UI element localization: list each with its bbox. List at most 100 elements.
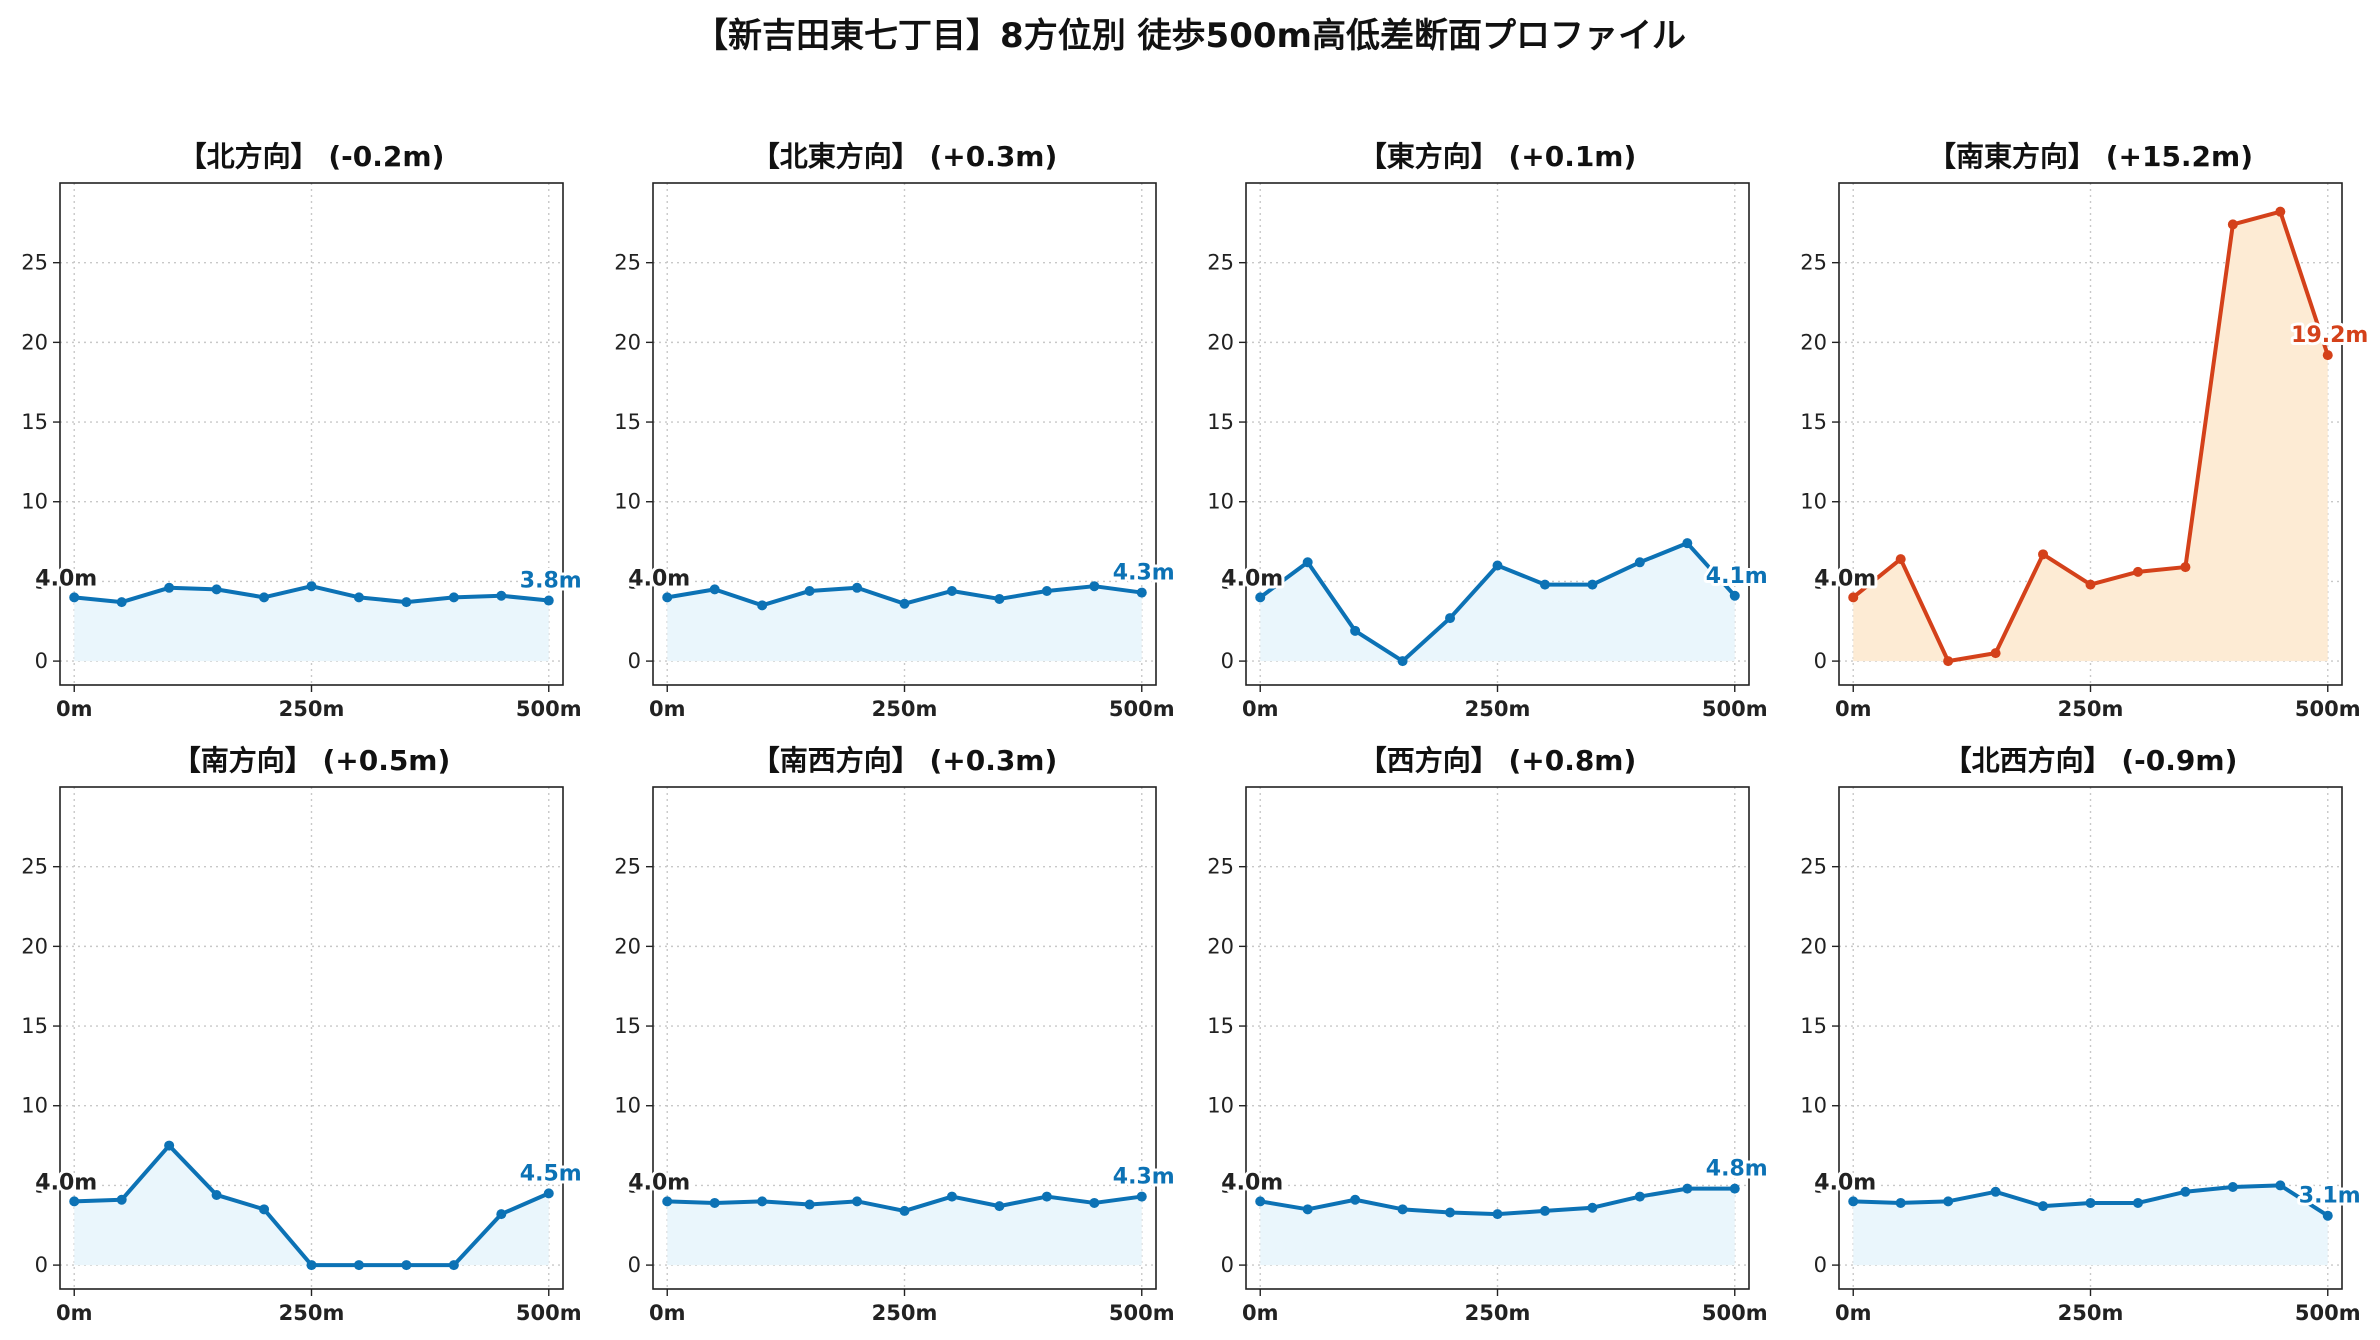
x-tick-label: 500m [1109, 697, 1175, 721]
data-point [1397, 656, 1408, 667]
data-point [496, 590, 507, 601]
data-point [1895, 1197, 1906, 1208]
data-point [353, 1260, 364, 1271]
elevation-area [74, 586, 549, 662]
data-point [1041, 585, 1052, 596]
y-tick-label: 20 [614, 934, 641, 958]
data-point [401, 597, 412, 608]
end-elevation-label: 4.8m [1706, 1157, 1768, 1182]
y-tick-label: 15 [1207, 410, 1234, 434]
x-tick-label: 0m [1242, 697, 1279, 721]
data-point [1634, 557, 1645, 568]
y-tick-label: 5 [1814, 1173, 1827, 1197]
end-elevation-label: 4.3m [1113, 561, 1175, 586]
x-tick-label: 250m [279, 697, 345, 721]
x-tick-label: 250m [1465, 697, 1531, 721]
data-point [211, 584, 222, 595]
figure-title: 【新吉田東七丁目】8方位別 徒歩500m高低差断面プロファイル [694, 16, 1686, 56]
panel-title: 【東方向】 (+0.1m) [1359, 140, 1637, 173]
y-tick-label: 0 [35, 1253, 48, 1277]
data-point [69, 592, 80, 603]
x-tick-label: 500m [516, 697, 582, 721]
data-point [946, 585, 957, 596]
data-point [448, 1260, 459, 1271]
data-point [852, 582, 863, 593]
x-tick-label: 500m [1702, 697, 1768, 721]
data-point [306, 581, 317, 592]
y-tick-label: 15 [1800, 1014, 1827, 1038]
elevation-area [74, 1145, 549, 1266]
start-elevation-label: 4.0m [35, 1170, 97, 1195]
y-tick-label: 10 [614, 1094, 641, 1118]
data-point [1041, 1191, 1052, 1202]
y-tick-label: 25 [614, 251, 641, 275]
elevation-area [1260, 543, 1735, 662]
data-point [1302, 1204, 1313, 1215]
x-tick-label: 0m [1835, 697, 1872, 721]
y-tick-label: 0 [1221, 1253, 1234, 1277]
y-tick-label: 25 [21, 855, 48, 879]
data-point [709, 584, 720, 595]
start-elevation-label: 4.0m [628, 566, 690, 591]
data-point [1990, 1186, 2001, 1197]
y-tick-label: 20 [1207, 330, 1234, 354]
data-point [1848, 592, 1859, 603]
y-tick-label: 10 [21, 490, 48, 514]
y-tick-label: 15 [614, 1014, 641, 1038]
data-point [1848, 1196, 1859, 1207]
y-tick-label: 25 [614, 855, 641, 879]
data-point [852, 1196, 863, 1207]
y-tick-label: 10 [614, 490, 641, 514]
y-tick-label: 15 [614, 410, 641, 434]
data-point [899, 598, 910, 609]
data-point [662, 1196, 673, 1207]
data-point [946, 1191, 957, 1202]
y-tick-label: 5 [35, 569, 48, 593]
panel-title: 【西方向】 (+0.8m) [1359, 744, 1637, 777]
x-tick-label: 250m [279, 1301, 345, 1325]
data-point [353, 592, 364, 603]
data-point [116, 597, 127, 608]
x-tick-label: 250m [2058, 1301, 2124, 1325]
data-point [1397, 1204, 1408, 1215]
data-point [2322, 350, 2333, 361]
data-point [1895, 554, 1906, 565]
data-point [1445, 613, 1456, 624]
data-point [994, 593, 1005, 604]
x-tick-label: 500m [516, 1301, 582, 1325]
data-point [2085, 1197, 2096, 1208]
data-point [662, 592, 673, 603]
data-point [1350, 1194, 1361, 1205]
x-tick-label: 500m [1702, 1301, 1768, 1325]
x-tick-label: 250m [2058, 697, 2124, 721]
y-tick-label: 5 [1221, 1173, 1234, 1197]
data-point [1539, 1205, 1550, 1216]
data-point [1089, 1197, 1100, 1208]
y-tick-label: 0 [1221, 649, 1234, 673]
data-point [709, 1197, 720, 1208]
data-point [1302, 557, 1313, 568]
data-point [1682, 538, 1693, 549]
y-tick-label: 5 [35, 1173, 48, 1197]
data-point [1943, 656, 1954, 667]
y-tick-label: 10 [1800, 490, 1827, 514]
data-point [1492, 1209, 1503, 1220]
y-tick-label: 5 [628, 569, 641, 593]
y-tick-label: 0 [1814, 1253, 1827, 1277]
data-point [2227, 219, 2238, 230]
data-point [164, 582, 175, 593]
data-point [2322, 1210, 2333, 1221]
x-tick-label: 500m [1109, 1301, 1175, 1325]
x-tick-label: 500m [2295, 1301, 2361, 1325]
x-tick-label: 500m [2295, 697, 2361, 721]
data-point [1136, 587, 1147, 598]
data-point [69, 1196, 80, 1207]
data-point [1445, 1207, 1456, 1218]
data-point [496, 1209, 507, 1220]
start-elevation-label: 4.0m [628, 1170, 690, 1195]
panel-title: 【南西方向】 (+0.3m) [752, 744, 1058, 777]
end-elevation-label: 4.3m [1113, 1165, 1175, 1190]
